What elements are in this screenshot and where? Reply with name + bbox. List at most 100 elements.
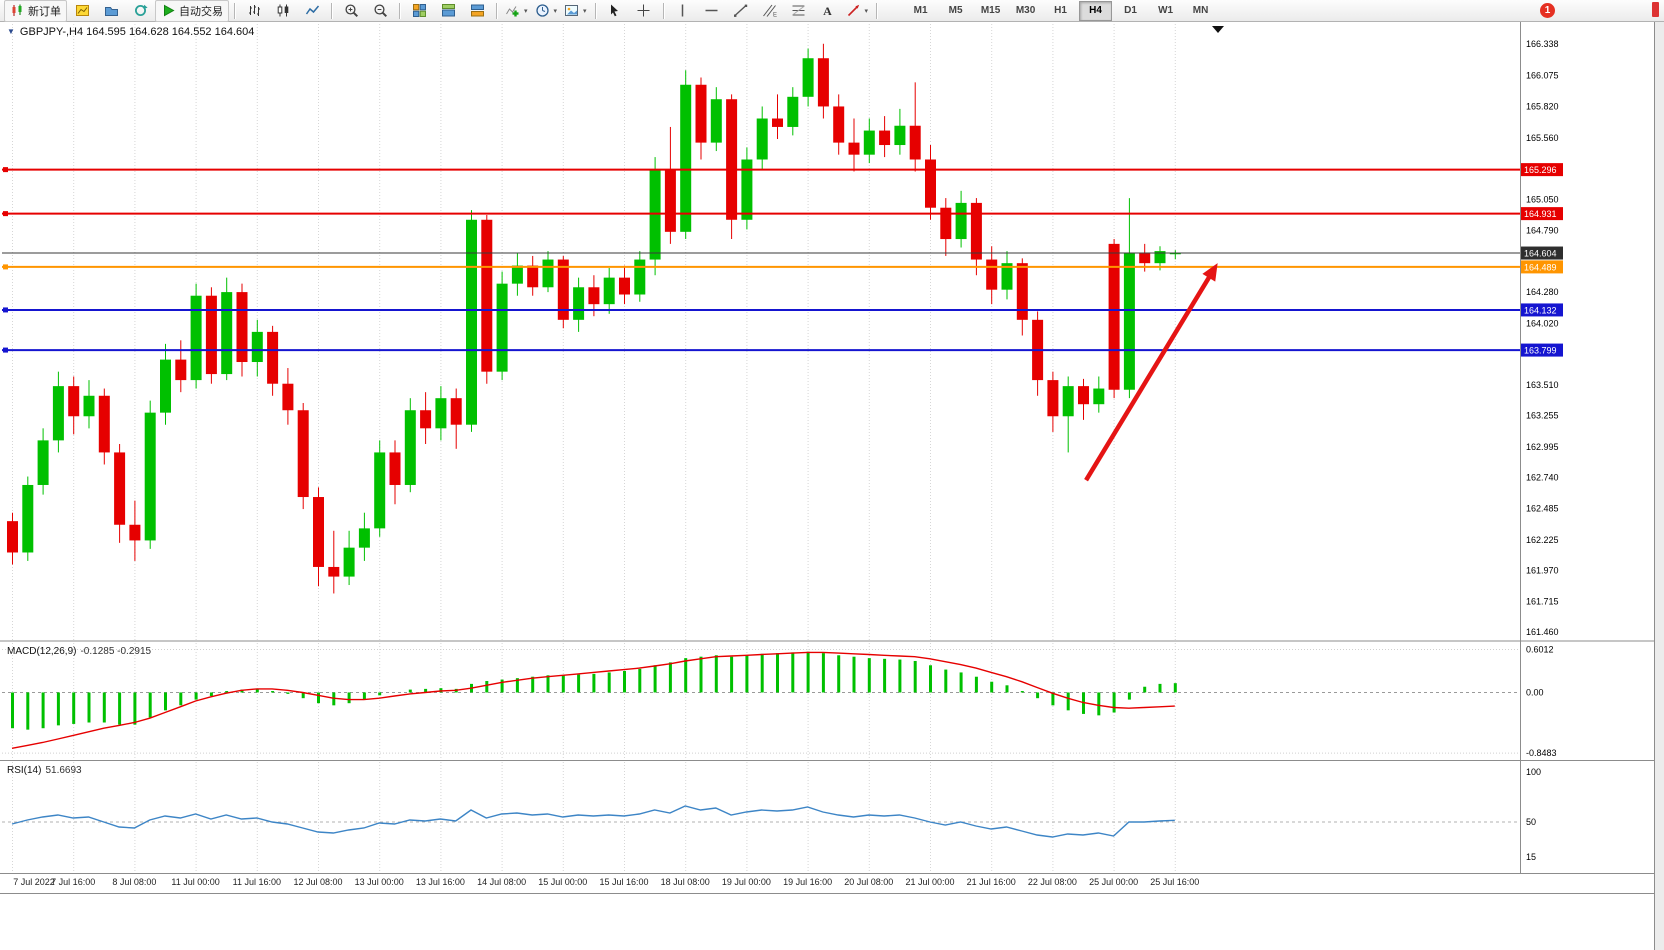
svg-text:165.820: 165.820 [1526,101,1559,111]
timeframe-m1-button[interactable]: M1 [913,5,928,16]
indicators-icon [505,3,520,18]
autotrading-label: 自动交易 [179,5,223,18]
crosshair-button[interactable] [630,0,658,22]
chart-canvas[interactable]: 166.338 166.075 165.820 165.560 165.050 164.7… [0,22,1664,950]
timeframe-w1-button[interactable]: W1 [1158,5,1174,16]
svg-text:21 Jul 00:00: 21 Jul 00:00 [905,877,954,887]
trend-icon [733,3,748,18]
channel-icon: E [762,3,777,18]
svg-text:164.604: 164.604 [1524,249,1557,259]
profiles-icon [104,3,119,18]
macd-values: -0.1285 -0.2915 [80,646,152,657]
svg-text:19 Jul 00:00: 19 Jul 00:00 [722,877,771,887]
svg-text:7 Jul 16:00: 7 Jul 16:00 [51,877,95,887]
new-chart-icon [75,3,90,18]
wlist-icon [470,3,485,18]
indicators-button[interactable]: ▾ [502,0,531,22]
svg-text:14 Jul 08:00: 14 Jul 08:00 [477,877,526,887]
arrange-windows-button[interactable] [434,0,462,22]
toolbar-separator [876,2,878,19]
rsi-value: 51.6693 [45,765,82,776]
timeframe-m30-button[interactable]: M30 [1015,5,1036,16]
clock-icon [535,3,550,18]
vertical-line-button[interactable] [669,0,697,22]
templates-button[interactable]: ▾ [561,0,590,22]
svg-text:163.799: 163.799 [1524,346,1557,356]
timeframe-h4-button[interactable]: H4 [1079,0,1113,21]
trendline-button[interactable] [727,0,755,22]
equidistant-channel-button[interactable]: E [756,0,784,22]
svg-text:11 Jul 00:00: 11 Jul 00:00 [171,877,219,887]
tile-windows-button[interactable] [405,0,433,22]
symbol-title: ▼ GBPJPY-,H4 164.595 164.628 164.552 164… [7,26,254,38]
svg-text:12 Jul 08:00: 12 Jul 08:00 [293,877,342,887]
new-order-button[interactable]: 新订单 [4,0,67,22]
svg-text:162.740: 162.740 [1526,473,1559,483]
fibonacci-button[interactable] [785,0,813,22]
refresh-button[interactable] [126,0,154,22]
collapse-triangle-icon[interactable]: ▼ [7,27,15,36]
timeframe-mn-button[interactable]: MN [1192,5,1209,16]
shapes-button[interactable]: ▾ [843,0,872,22]
template-icon [564,3,579,18]
crosshair-icon [636,3,651,18]
arrange-icon [441,3,456,18]
svg-text:163.510: 163.510 [1526,380,1559,390]
svg-text:164.790: 164.790 [1526,226,1559,236]
chart-area[interactable]: 166.338 166.075 165.820 165.560 165.050 164.7… [0,22,1664,950]
svg-text:21 Jul 16:00: 21 Jul 16:00 [967,877,1016,887]
cursor-button[interactable] [601,0,629,22]
svg-text:13 Jul 00:00: 13 Jul 00:00 [355,877,404,887]
zoom-in-button[interactable] [337,0,365,22]
toolbar-separator [331,2,332,19]
svg-text:19 Jul 16:00: 19 Jul 16:00 [783,877,832,887]
svg-text:0.6012: 0.6012 [1526,644,1554,654]
svg-text:164.132: 164.132 [1524,305,1557,315]
timeframe-m15-button[interactable]: M15 [980,5,1001,16]
svg-text:162.225: 162.225 [1526,535,1559,545]
periods-button[interactable]: ▾ [532,0,561,22]
bar-chart-button[interactable] [240,0,268,22]
horizontal-line-button[interactable] [698,0,726,22]
profiles-button[interactable] [97,0,125,22]
cursor-icon [607,3,622,18]
new-chart-button[interactable] [68,0,96,22]
dropdown-caret-icon: ▾ [583,7,587,15]
svg-text:165.050: 165.050 [1526,194,1559,204]
line-chart-button[interactable] [298,0,326,22]
svg-text:8 Jul 08:00: 8 Jul 08:00 [112,877,156,887]
zoom-out-icon [373,3,388,18]
svg-text:25 Jul 00:00: 25 Jul 00:00 [1089,877,1138,887]
svg-text:166.075: 166.075 [1526,71,1559,81]
zoom-out-button[interactable] [366,0,394,22]
svg-text:13 Jul 16:00: 13 Jul 16:00 [416,877,465,887]
timeframe-h1-button[interactable]: H1 [1054,5,1067,16]
candlestick-chart-button[interactable] [269,0,297,22]
svg-text:E: E [773,13,777,19]
dropdown-caret-icon: ▾ [553,7,558,15]
svg-text:165.296: 165.296 [1524,165,1557,175]
timeframe-m5-button[interactable]: M5 [948,5,963,16]
svg-text:-0.8483: -0.8483 [1526,748,1557,758]
rsi-name: RSI(14) [7,765,42,776]
toolbar-separator [594,2,596,19]
candles-icon [276,3,291,18]
timeframe-d1-button[interactable]: D1 [1124,5,1137,16]
symbol-ohlc-text: GBPJPY-,H4 164.595 164.628 164.552 164.6… [19,26,255,38]
text-button[interactable]: A [814,0,842,22]
new-order-label: 新订单 [28,5,61,18]
text-icon: A [820,3,835,18]
svg-text:164.931: 164.931 [1524,209,1557,219]
svg-text:18 Jul 08:00: 18 Jul 08:00 [661,877,710,887]
autotrading-button[interactable]: 自动交易 [155,0,229,22]
macd-name: MACD(12,26,9) [7,646,77,657]
rsi-label: RSI(14) 51.6693 [7,765,82,776]
svg-text:11 Jul 16:00: 11 Jul 16:00 [233,877,281,887]
refresh-icon [133,3,148,18]
svg-text:100: 100 [1526,767,1541,777]
toolbar-edge-marker-icon [1652,2,1659,17]
window-list-button[interactable] [463,0,491,22]
hline-icon [704,3,719,18]
notification-badge[interactable]: 1 [1540,3,1555,18]
